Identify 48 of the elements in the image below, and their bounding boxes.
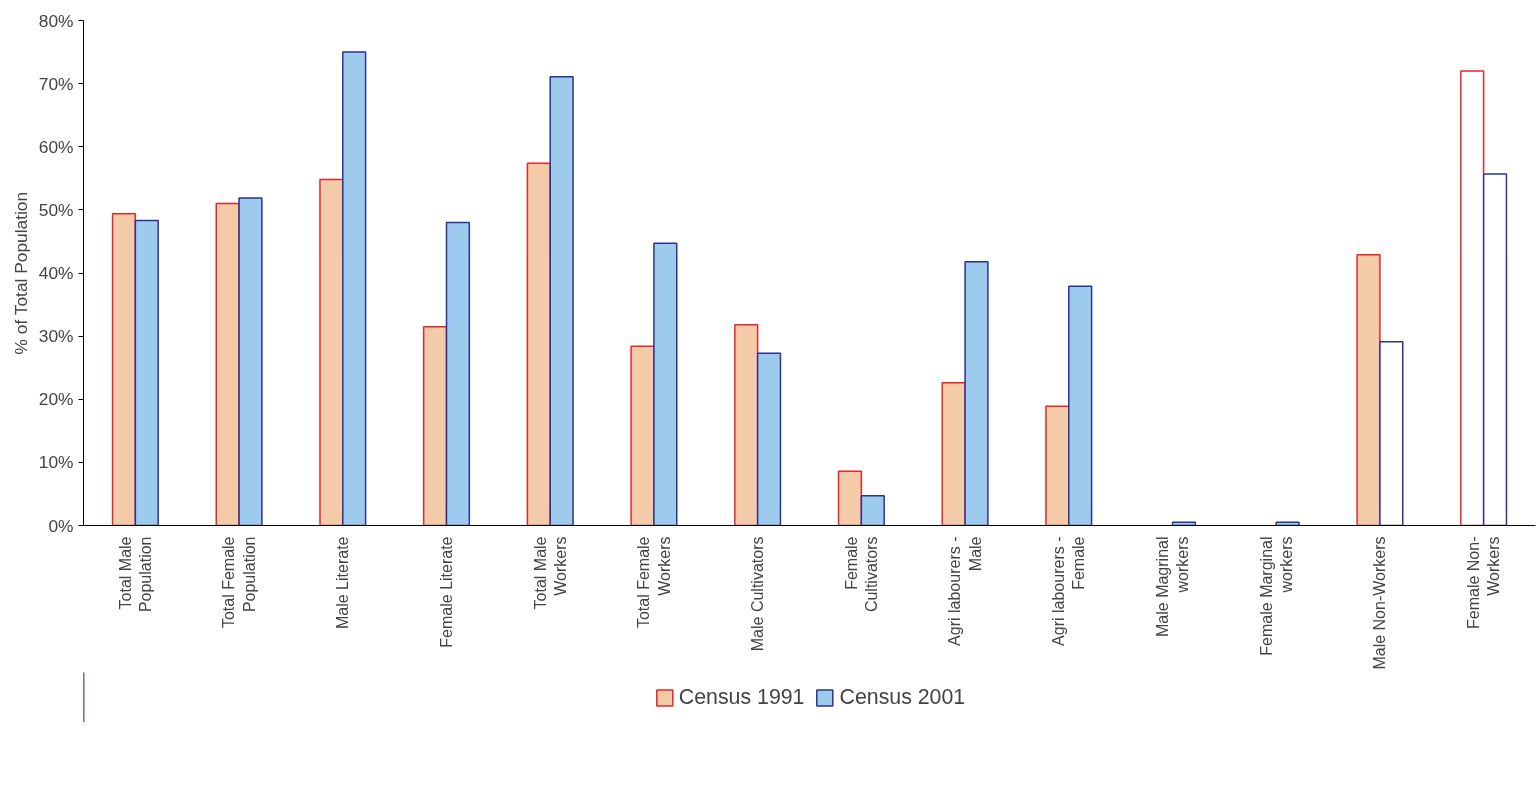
x-tick-label: Female Literate (438, 536, 455, 648)
x-tick-label: Female Cultivators (842, 536, 881, 613)
bar (319, 178, 344, 526)
bar (422, 325, 448, 526)
bar (653, 242, 678, 526)
bar (445, 221, 471, 526)
x-tick-label: Total Male Population (116, 536, 155, 613)
bar (837, 470, 863, 526)
y-tick-label: 40% (38, 263, 74, 283)
y-tick-label: 50% (38, 199, 74, 220)
bar (549, 75, 574, 526)
x-tick-label: Total Male Workers (531, 536, 569, 610)
y-axis-title: % of Total Population (10, 191, 31, 355)
bar (1068, 285, 1093, 526)
bar (1379, 341, 1404, 526)
x-tick-label: Female Marginal workers (1257, 536, 1295, 656)
y-tick-label: 70% (38, 73, 74, 94)
bar (630, 345, 655, 526)
x-tick-label: Male Magrinal workers (1153, 536, 1192, 637)
bar (1356, 253, 1381, 526)
bar (756, 352, 782, 526)
x-tick-label: Male Cultivators (749, 536, 767, 652)
y-tick-label: 20% (38, 389, 74, 410)
bar (215, 202, 240, 526)
bar (964, 260, 989, 526)
legend-label: Census 1991 (678, 684, 805, 710)
bar (1045, 405, 1070, 526)
bar (860, 495, 885, 526)
y-tick-label: 80% (38, 10, 74, 31)
x-tick-label: Male Non-Workers (1371, 536, 1389, 670)
y-tick-label: 10% (38, 452, 74, 473)
y-tick-label: 0% (48, 515, 74, 536)
bar (734, 324, 759, 526)
x-tick-label: Total Female Population (220, 536, 258, 629)
bar (941, 382, 966, 526)
x-tick-label: Female Non-Workers (1464, 536, 1503, 629)
x-tick-label: Agri labourers - Male (946, 536, 984, 646)
y-tick-label: 60% (38, 136, 74, 157)
x-tick-label: Male Literate (334, 536, 352, 629)
bar (342, 51, 367, 526)
legend-label: Census 2001 (839, 684, 966, 710)
bar (238, 197, 263, 526)
x-tick-label: Agri labourers - Female (1050, 536, 1088, 646)
y-tick-label: 30% (38, 326, 74, 347)
bar (111, 212, 137, 526)
x-tick-label: Total Female Workers (635, 536, 673, 629)
bar (526, 162, 551, 526)
bar (134, 219, 159, 526)
